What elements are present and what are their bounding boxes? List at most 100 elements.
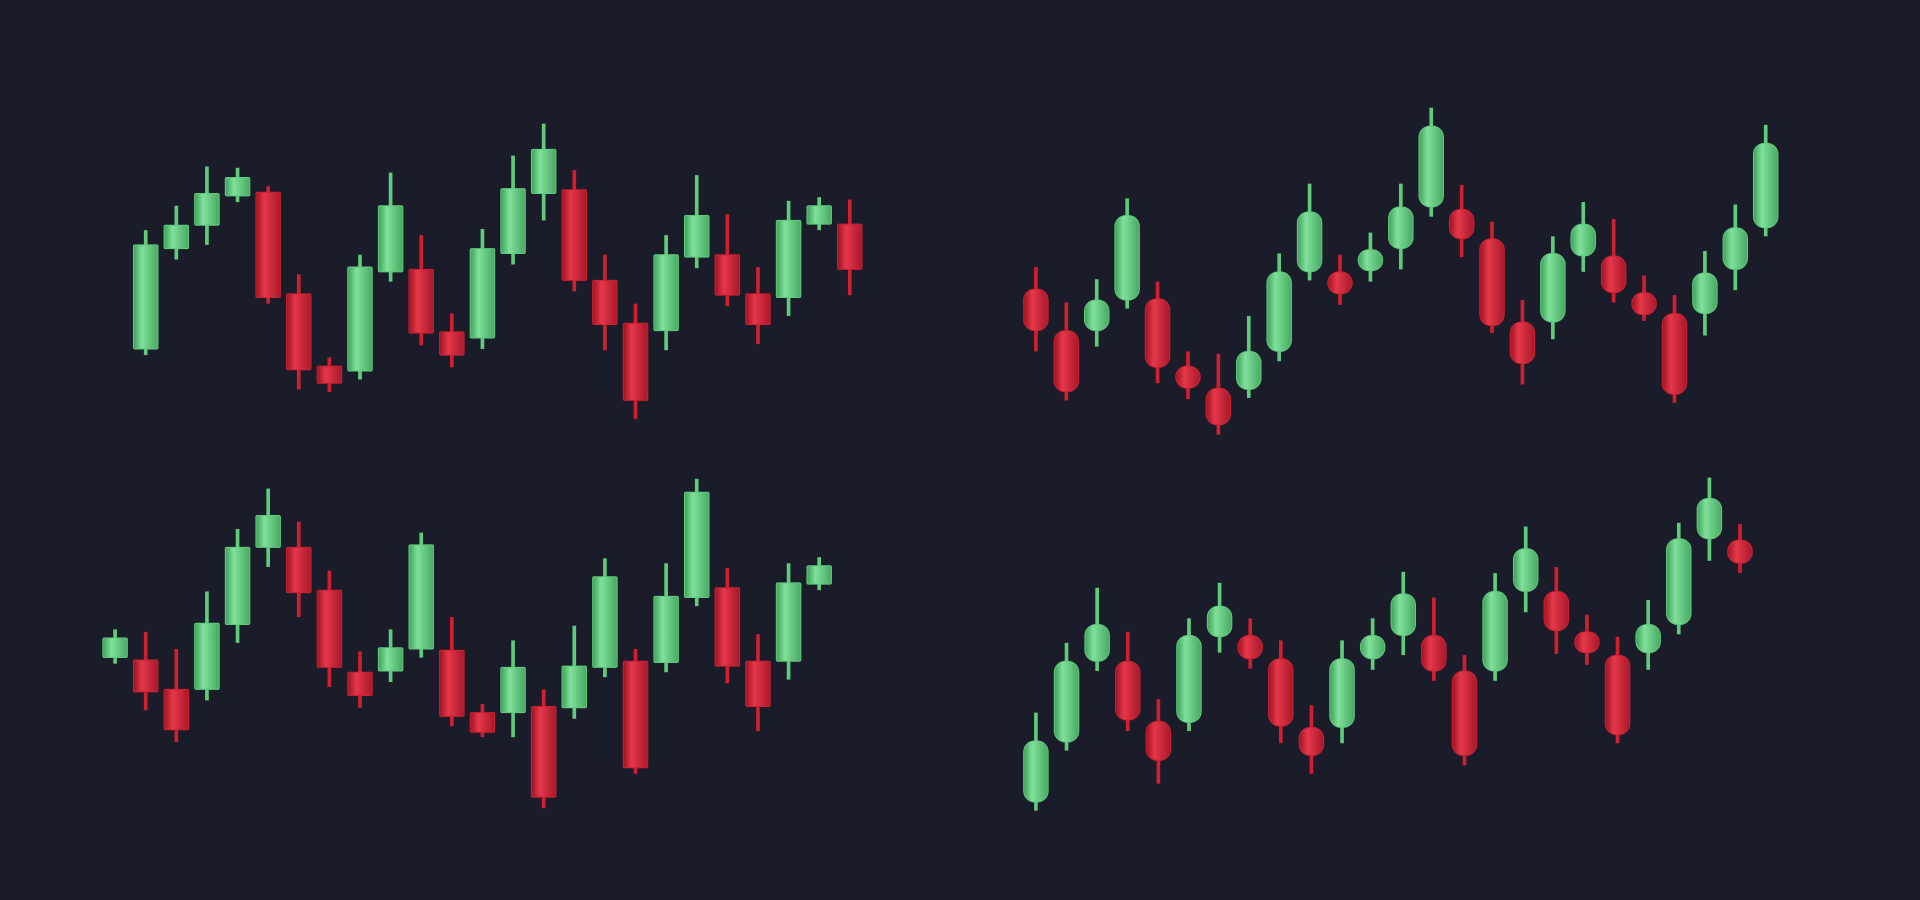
candle-body — [1296, 211, 1323, 273]
candle-body — [775, 219, 802, 299]
candle-body — [745, 293, 771, 325]
candle-body — [592, 576, 618, 668]
candle-body — [1175, 365, 1201, 389]
candle-body — [1237, 635, 1263, 660]
candle-body — [377, 647, 404, 672]
candle-body — [1023, 288, 1049, 332]
candle-body — [1053, 660, 1080, 743]
candle-body — [653, 254, 679, 332]
candle-body — [592, 279, 618, 325]
candle-body — [408, 544, 434, 650]
candle-body — [469, 248, 496, 339]
candle-body — [1023, 740, 1049, 803]
candle-body — [714, 587, 741, 667]
candle-body — [500, 666, 526, 714]
candle-body — [408, 268, 434, 334]
candle-body — [439, 331, 465, 356]
candle-body — [1696, 497, 1723, 540]
candle-body — [1114, 215, 1140, 301]
candle-body — [745, 660, 771, 708]
candle-body — [1084, 623, 1110, 662]
candle-body — [1631, 292, 1657, 316]
candle-body — [377, 205, 404, 273]
candle-body — [163, 688, 190, 731]
candle-body — [224, 546, 251, 625]
candle-body — [1666, 538, 1692, 625]
candle-body — [132, 244, 159, 350]
candle-body — [1359, 635, 1386, 660]
candle-body — [316, 589, 343, 668]
candle-body — [561, 189, 588, 281]
candle-body — [286, 546, 312, 594]
candle-body — [653, 595, 679, 663]
candle-body — [1298, 726, 1325, 757]
candle-body — [439, 649, 465, 717]
candle-body — [1357, 249, 1384, 272]
candle-body — [1509, 321, 1536, 365]
candle-body — [163, 224, 190, 250]
candle-body — [102, 637, 128, 659]
candle-body — [530, 706, 557, 798]
candle-body — [1390, 593, 1417, 637]
candle-body — [1421, 635, 1447, 672]
candle-body — [1479, 238, 1505, 327]
candle-body — [255, 191, 281, 299]
candle-body — [1661, 312, 1688, 395]
candle-body — [347, 266, 373, 372]
candle-body — [316, 365, 343, 384]
candle-body — [714, 254, 741, 296]
candle-body — [1388, 206, 1414, 250]
candle-body — [622, 660, 649, 769]
candle-body — [683, 215, 710, 258]
candle-body — [1574, 631, 1600, 654]
candle-body — [806, 205, 832, 225]
candle-body — [1083, 299, 1110, 332]
candle-body — [1543, 590, 1570, 632]
candle-body — [837, 223, 863, 270]
candle-body — [1268, 658, 1294, 727]
candle-body — [530, 148, 557, 194]
candle-body — [1570, 223, 1597, 257]
candle-body — [286, 293, 312, 371]
candle-body — [775, 582, 802, 662]
candle-body — [347, 671, 373, 697]
candle-body — [1540, 252, 1566, 323]
candle-body — [806, 565, 832, 585]
candle-body — [561, 665, 588, 709]
candle-body — [1692, 272, 1718, 314]
candle-body — [1722, 227, 1749, 270]
candle-body — [1512, 548, 1539, 592]
candle-body — [469, 712, 496, 733]
candle-body — [1600, 255, 1627, 294]
candle-body — [255, 515, 281, 548]
candle-body — [1144, 298, 1171, 368]
candle-body — [1176, 635, 1202, 723]
candle-body — [1053, 330, 1080, 393]
candle-body — [194, 622, 220, 690]
candle-body — [1266, 271, 1292, 352]
candle-body — [224, 177, 251, 197]
candle-body — [500, 188, 526, 254]
candle-body — [1604, 654, 1631, 736]
candle-body — [132, 659, 159, 693]
candle-body — [1727, 539, 1753, 564]
candle-body — [1482, 590, 1508, 672]
candle-body — [1236, 350, 1262, 390]
candle-body — [1448, 208, 1475, 240]
candle-body — [1451, 670, 1478, 757]
candle-body — [683, 491, 710, 599]
candle-body — [1145, 720, 1172, 761]
candle-body — [194, 192, 220, 226]
candle-body — [1206, 605, 1233, 638]
candle-body — [1115, 660, 1141, 721]
candle-body — [622, 322, 649, 401]
candle-body — [1635, 623, 1661, 654]
candle-body — [1418, 125, 1444, 208]
candle-body — [1205, 387, 1232, 426]
candle-body — [1752, 142, 1779, 229]
candle-body — [1329, 658, 1355, 728]
candle-body — [1327, 271, 1353, 295]
